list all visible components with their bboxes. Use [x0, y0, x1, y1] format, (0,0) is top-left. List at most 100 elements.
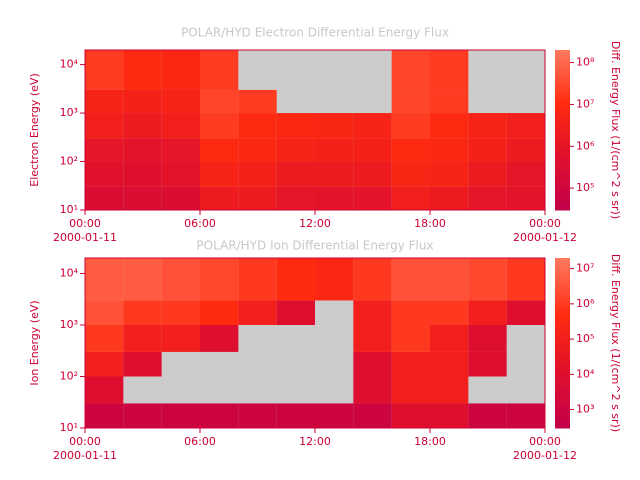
colorbar-segment	[555, 283, 570, 289]
heatmap-cell	[468, 138, 507, 162]
heatmap-cell	[123, 113, 162, 139]
heatmap-cell	[315, 138, 354, 162]
heatmap-cell	[391, 161, 430, 187]
y-tick-label: 10³	[60, 106, 78, 119]
heatmap-cell	[161, 258, 200, 301]
heatmap-cell	[200, 50, 239, 90]
colorbar-segment	[555, 411, 570, 416]
heatmap-cell	[430, 113, 469, 139]
colorbar-tick-label: 10⁷	[576, 97, 594, 110]
heatmap-cell	[238, 300, 277, 326]
heatmap-cell	[506, 161, 545, 187]
x-date-label: 2000-01-11	[53, 449, 117, 462]
colorbar-segment	[555, 110, 570, 115]
heatmap-cell	[506, 258, 545, 301]
colorbar-segment	[555, 162, 570, 167]
colorbar-segment	[555, 146, 570, 151]
y-tick-label: 10²	[60, 155, 78, 168]
heatmap-cell	[238, 258, 277, 301]
heatmap-cell	[276, 300, 315, 326]
colorbar-segment	[555, 338, 570, 344]
heatmap-cell	[161, 300, 200, 326]
heatmap-cell	[391, 89, 430, 114]
colorbar-segment	[555, 309, 570, 314]
colorbar-segment	[555, 287, 570, 293]
colorbar-segment	[555, 202, 570, 207]
heatmap-cell	[391, 403, 430, 428]
heatmap-cell	[353, 258, 392, 301]
y-tick-label: 10²	[60, 370, 78, 383]
heatmap-cell	[506, 403, 545, 428]
colorbar-segment	[555, 385, 570, 391]
heatmap-cell	[391, 351, 430, 377]
colorbar-segment	[555, 134, 570, 139]
heatmap-cell	[200, 403, 239, 428]
colorbar-segment	[555, 304, 570, 310]
colorbar-segment	[555, 415, 570, 420]
x-tick-label: 06:00	[184, 435, 216, 448]
x-tick-label: 00:00	[69, 217, 101, 230]
colorbar-segment	[555, 50, 570, 55]
heatmap-cell	[468, 113, 507, 139]
colorbar-segment	[555, 292, 570, 297]
heatmap-cell	[468, 186, 507, 210]
colorbar-segment	[555, 355, 570, 361]
heatmap-cell	[123, 258, 162, 301]
heatmap-cell	[123, 89, 162, 114]
heatmap-cell	[238, 113, 277, 139]
colorbar-segment	[555, 142, 570, 147]
colorbar-segment	[555, 74, 570, 79]
colorbar-segment	[555, 275, 570, 280]
heatmap-cell	[391, 376, 430, 404]
heatmap-cell	[85, 138, 124, 162]
heatmap-cell	[161, 89, 200, 114]
heatmap-cell	[85, 403, 124, 428]
heatmap-cell	[123, 325, 162, 352]
heatmap-cell	[85, 376, 124, 404]
colorbar-segment	[555, 296, 570, 301]
colorbar-segment	[555, 86, 570, 91]
heatmap-cell	[85, 89, 124, 114]
heatmap-cell	[85, 186, 124, 210]
heatmap-cell	[161, 325, 200, 352]
colorbar-segment	[555, 394, 570, 399]
heatmap-cell	[123, 50, 162, 90]
heatmap-cell	[200, 113, 239, 139]
colorbar-segment	[555, 62, 570, 67]
heatmap-cell	[276, 186, 315, 210]
heatmap-cell	[430, 376, 469, 404]
x-date-label: 2000-01-12	[513, 449, 577, 462]
colorbar-tick-label: 10⁶	[576, 139, 595, 152]
heatmap-cell	[238, 161, 277, 187]
colorbar-segment	[555, 106, 570, 111]
colorbar-segment	[555, 186, 570, 191]
colorbar-tick-label: 10³	[576, 403, 594, 416]
heatmap-cell	[506, 138, 545, 162]
colorbar-segment	[555, 58, 570, 63]
heatmap-cell	[161, 50, 200, 90]
x-date-label: 2000-01-12	[513, 231, 577, 244]
y-tick-label: 10⁴	[60, 58, 79, 71]
heatmap-cell	[353, 403, 392, 428]
colorbar-tick-label: 10⁶	[576, 297, 595, 310]
x-tick-label: 00:00	[69, 435, 101, 448]
colorbar-segment	[555, 360, 570, 365]
colorbar-segment	[555, 330, 570, 335]
colorbar-segment	[555, 150, 570, 155]
y-tick-label: 10⁴	[60, 267, 79, 280]
colorbar-segment	[555, 389, 570, 395]
colorbar-segment	[555, 347, 570, 352]
heatmap-cell	[391, 258, 430, 301]
heatmap-cell	[468, 351, 507, 377]
colorbar-segment	[555, 182, 570, 187]
colorbar-label: Diff. Energy Flux (1/(cm^2 s sr))	[609, 41, 622, 219]
heatmap-cell	[353, 113, 392, 139]
heatmap-cell	[391, 300, 430, 326]
heatmap-cell	[161, 403, 200, 428]
heatmap-cell	[391, 113, 430, 139]
colorbar-segment	[555, 78, 570, 83]
colorbar-segment	[555, 313, 570, 318]
heatmap-cell	[238, 138, 277, 162]
colorbar-segment	[555, 419, 570, 425]
colorbar-segment	[555, 398, 570, 403]
